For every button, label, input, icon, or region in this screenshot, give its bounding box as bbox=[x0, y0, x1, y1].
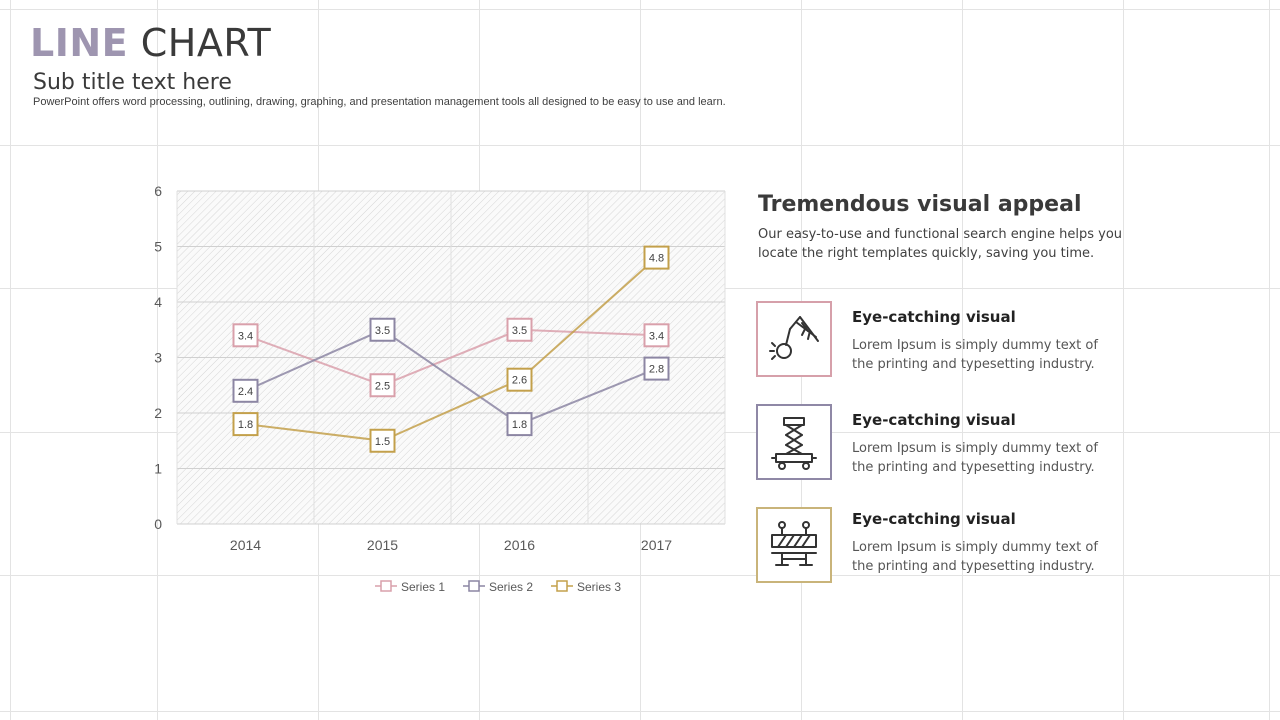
feature-icon-box bbox=[756, 404, 832, 480]
data-point bbox=[232, 323, 259, 348]
feature-title: Eye-catching visual bbox=[852, 308, 1016, 326]
data-point bbox=[232, 412, 259, 437]
legend-marker bbox=[468, 580, 480, 592]
data-label: 3.4 bbox=[238, 330, 253, 342]
slide-gridline bbox=[157, 0, 158, 720]
feature-text: Lorem Ipsum is simply dummy text of the … bbox=[852, 338, 1098, 372]
slide-gridline bbox=[0, 575, 1280, 576]
data-point bbox=[643, 356, 670, 381]
data-point bbox=[506, 317, 533, 342]
page-description: PowerPoint offers word processing, outli… bbox=[33, 96, 726, 108]
slide-gridline bbox=[10, 0, 11, 720]
data-label: 2.4 bbox=[238, 386, 253, 398]
slide-gridline bbox=[1269, 0, 1270, 720]
legend-marker bbox=[556, 580, 568, 592]
legend-label: Series 3 bbox=[577, 580, 621, 594]
slide-gridline bbox=[0, 711, 1280, 712]
y-tick-label: 2 bbox=[154, 405, 162, 421]
road-barrier-icon bbox=[771, 521, 817, 566]
feature-icon-box bbox=[756, 507, 832, 583]
data-label: 2.8 bbox=[649, 364, 664, 376]
legend-marker bbox=[380, 580, 392, 592]
legend-label: Series 1 bbox=[401, 580, 445, 594]
line-chart: 0 1 2 3 4 5 6 2014 2015 2016 2017 3.4 2.5 3.5 3.4 2.4 3.… bbox=[154, 183, 726, 594]
feature-title: Eye-catching visual bbox=[852, 411, 1016, 429]
y-tick-label: 4 bbox=[154, 294, 162, 310]
y-tick-label: 0 bbox=[154, 516, 162, 532]
slide-gridline bbox=[962, 0, 963, 720]
feature-icon-box bbox=[756, 301, 832, 377]
feature-text: Lorem Ipsum is simply dummy text of the … bbox=[852, 441, 1098, 475]
series-line bbox=[245, 256, 658, 442]
data-label: 1.8 bbox=[512, 419, 527, 431]
data-point bbox=[369, 373, 396, 398]
data-label: 1.8 bbox=[238, 419, 253, 431]
data-point bbox=[643, 323, 670, 348]
data-point bbox=[369, 317, 396, 342]
page-title: LINE CHART bbox=[30, 18, 271, 68]
data-label: 1.5 bbox=[375, 436, 390, 448]
x-tick-label: 2015 bbox=[367, 537, 398, 553]
data-label: 3.5 bbox=[512, 325, 527, 337]
wrecking-ball-crane-icon bbox=[769, 316, 819, 360]
data-point bbox=[506, 367, 533, 392]
x-tick-label: 2016 bbox=[504, 537, 535, 553]
data-label: 2.5 bbox=[375, 380, 390, 392]
legend-label: Series 2 bbox=[489, 580, 533, 594]
scissor-lift-icon bbox=[771, 417, 817, 470]
y-tick-label: 6 bbox=[154, 183, 162, 199]
data-point bbox=[643, 245, 670, 270]
data-label: 2.6 bbox=[512, 375, 527, 387]
side-heading: Tremendous visual appeal bbox=[758, 192, 1082, 217]
slide-gridline bbox=[1123, 0, 1124, 720]
title-accent: LINE bbox=[30, 21, 129, 65]
data-point bbox=[506, 412, 533, 437]
slide-gridline bbox=[0, 9, 1280, 10]
x-tick-label: 2014 bbox=[230, 537, 261, 553]
feature-text: Lorem Ipsum is simply dummy text of the … bbox=[852, 540, 1098, 574]
y-tick-label: 5 bbox=[154, 239, 162, 255]
x-tick-label: 2017 bbox=[641, 537, 672, 553]
series-line bbox=[245, 328, 657, 426]
data-point bbox=[369, 428, 396, 453]
y-tick-label: 3 bbox=[154, 350, 162, 366]
y-tick-label: 1 bbox=[154, 461, 162, 477]
feature-title: Eye-catching visual bbox=[852, 510, 1016, 528]
data-point bbox=[232, 378, 259, 403]
side-description: Our easy-to-use and functional search en… bbox=[758, 227, 1123, 261]
data-label: 3.5 bbox=[375, 325, 390, 337]
data-label: 4.8 bbox=[649, 253, 664, 265]
title-rest: CHART bbox=[140, 21, 272, 65]
data-label: 3.4 bbox=[649, 330, 664, 342]
slide-gridline bbox=[0, 145, 1280, 146]
page-subtitle: Sub title text here bbox=[33, 70, 232, 95]
